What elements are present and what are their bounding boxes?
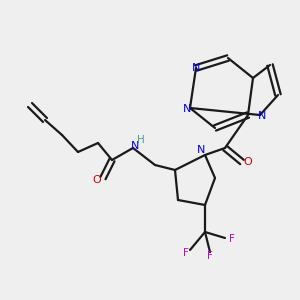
Text: N: N [258,111,266,121]
Text: F: F [183,248,189,258]
Text: N: N [197,145,205,155]
Text: N: N [183,104,191,114]
Text: F: F [229,234,235,244]
Text: N: N [192,63,200,73]
Text: H: H [137,135,145,145]
Text: O: O [93,175,101,185]
Text: F: F [207,251,213,261]
Text: O: O [244,157,252,167]
Text: N: N [131,141,139,151]
